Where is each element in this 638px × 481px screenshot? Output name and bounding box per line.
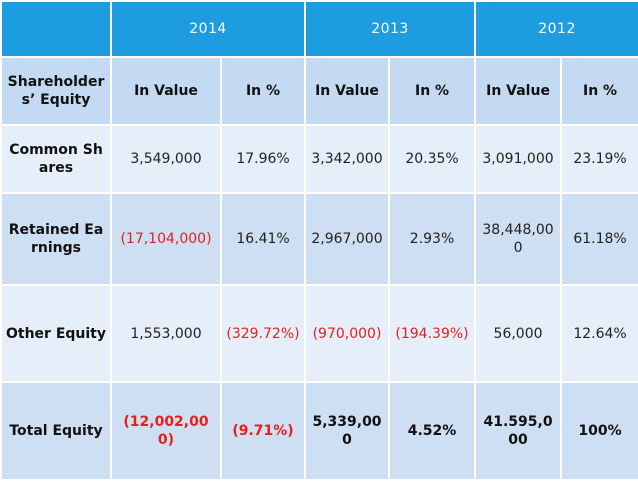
table-cell: 41.595,000	[474, 381, 563, 481]
table-cell: 56,000	[474, 284, 563, 383]
table-cell: 23.19%	[560, 124, 638, 194]
table-cell: 20.35%	[388, 124, 477, 194]
table-cell: (12,002,000)	[110, 381, 222, 481]
year-header-2014: 2014	[109, 0, 307, 58]
header-blank-cell	[0, 0, 112, 58]
table-cell: 17.96%	[219, 124, 307, 194]
row-label-common-shares: Common Shares	[0, 124, 112, 194]
table-cell: 38,448,000	[474, 192, 563, 286]
table-cell: 12.64%	[560, 284, 638, 383]
table-cell: 3,342,000	[304, 124, 391, 194]
table-row: Common Shares 3,549,000 17.96% 3,342,000…	[0, 124, 638, 194]
col-in-pct-2014: In %	[219, 56, 307, 126]
table-row: Retained Earnings (17,104,000) 16.41% 2,…	[0, 192, 638, 286]
table-cell: 2.93%	[388, 192, 477, 286]
year-header-2012: 2012	[474, 0, 638, 58]
shareholders-equity-label: Shareholders’ Equity	[0, 56, 112, 126]
table-cell: 61.18%	[560, 192, 638, 286]
table-cell: 5,339,000	[304, 381, 391, 481]
table-cell: 16.41%	[219, 192, 307, 286]
table-cell: 3,549,000	[110, 124, 222, 194]
col-in-pct-2013: In %	[388, 56, 477, 126]
table-row: Other Equity 1,553,000 (329.72%) (970,00…	[0, 284, 638, 383]
col-in-value-2012: In Value	[474, 56, 563, 126]
year-header-row: 2014 2013 2012	[0, 0, 638, 58]
column-header-row: Shareholders’ Equity In Value In % In Va…	[0, 56, 638, 126]
year-header-2013: 2013	[304, 0, 477, 58]
table-cell: 3,091,000	[474, 124, 563, 194]
table-row: Total Equity (12,002,000) (9.71%) 5,339,…	[0, 381, 638, 481]
table-cell: 2,967,000	[304, 192, 391, 286]
row-label-retained-earnings: Retained Earnings	[0, 192, 112, 286]
col-in-pct-2012: In %	[560, 56, 638, 126]
table-cell: (194.39%)	[388, 284, 477, 383]
table-cell: 4.52%	[388, 381, 477, 481]
col-in-value-2014: In Value	[110, 56, 222, 126]
table-cell: (9.71%)	[219, 381, 307, 481]
table-cell: (329.72%)	[219, 284, 307, 383]
table-cell: 1,553,000	[110, 284, 222, 383]
table-cell: 100%	[560, 381, 638, 481]
row-label-total-equity: Total Equity	[0, 381, 112, 481]
table-cell: (970,000)	[304, 284, 391, 383]
table-cell: (17,104,000)	[110, 192, 222, 286]
col-in-value-2013: In Value	[304, 56, 391, 126]
row-label-other-equity: Other Equity	[0, 284, 112, 383]
